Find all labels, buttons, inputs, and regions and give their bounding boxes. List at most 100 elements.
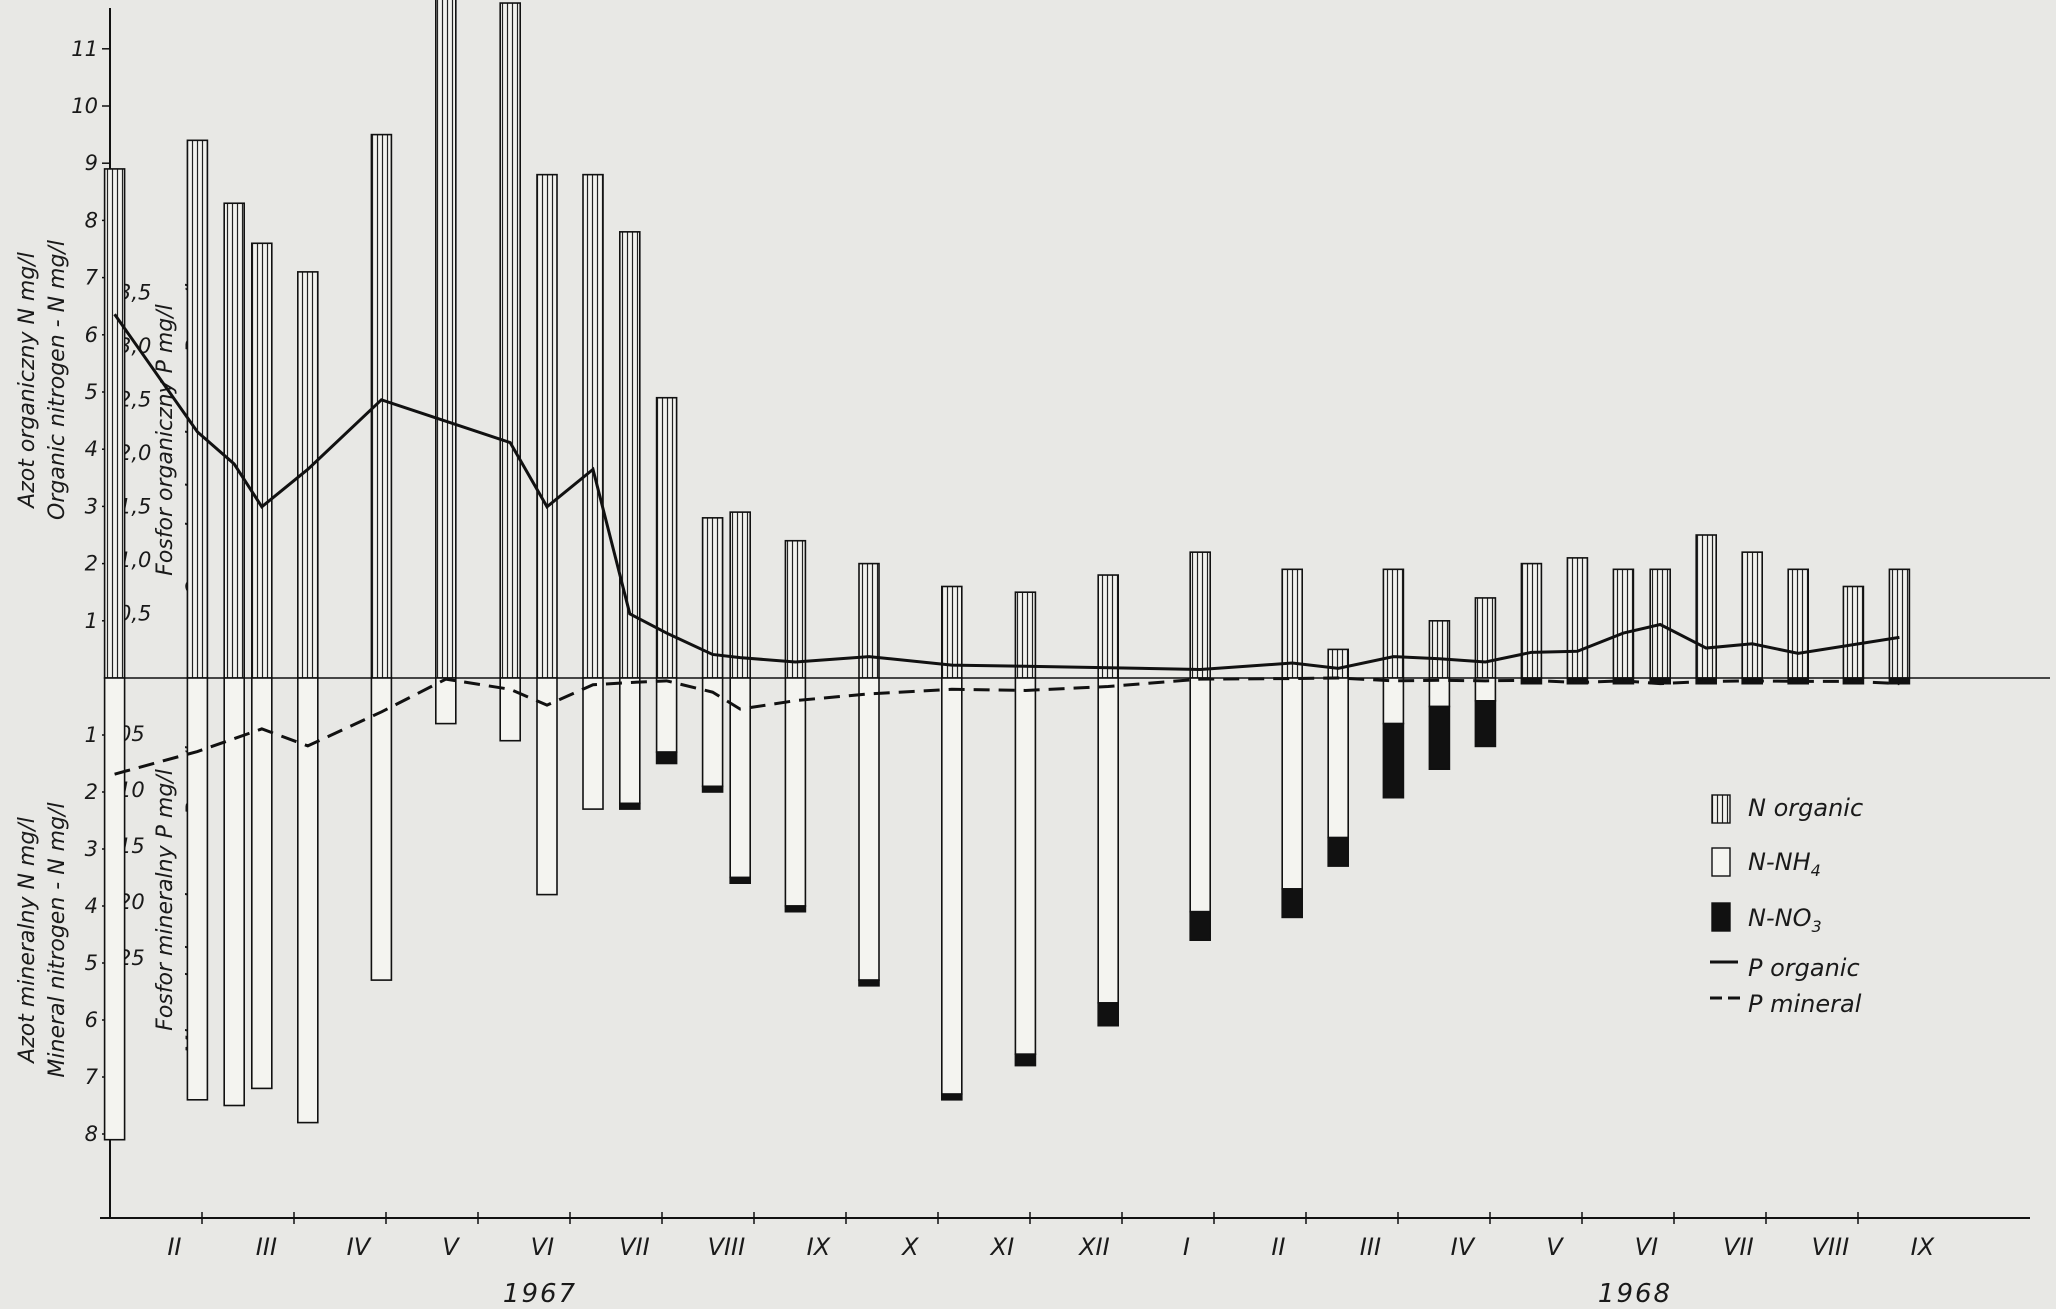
bar-n-organic xyxy=(784,539,807,679)
y-tick-label: 12 xyxy=(71,0,98,4)
bar-n-no3 xyxy=(1428,705,1451,771)
x-year-label: 1968 xyxy=(1598,1279,1672,1309)
x-month-label: II xyxy=(1271,1233,1285,1261)
bar-n-no3 xyxy=(1014,1053,1037,1067)
legend-label: P mineral xyxy=(1748,990,1862,1018)
y-tick-label: 3 xyxy=(85,494,98,518)
x-month-label: IX xyxy=(1911,1233,1935,1261)
x-month-label: I xyxy=(1183,1233,1190,1261)
legend-label: N-NH4 xyxy=(1748,848,1821,880)
y-tick-label: 6 xyxy=(85,1008,98,1032)
bar-n-organic xyxy=(223,202,245,679)
bar-n-nh4 xyxy=(1189,677,1211,913)
bar-n-no3 xyxy=(1888,677,1911,685)
y-axis-lower-nitrogen: 1 2 3 4 5 6 7 8 xyxy=(85,723,110,1146)
x-axis-months: II III IV V VI VII VIII IX X XI XII I II III IV V VI VII V… xyxy=(167,1212,1935,1309)
x-month-label: VI xyxy=(1635,1233,1659,1261)
y-tick-label: 6 xyxy=(85,323,98,347)
y-tick-label: 11 xyxy=(71,37,98,61)
bar-n-nh4 xyxy=(701,677,724,788)
x-month-label: III xyxy=(256,1233,277,1261)
bar-n-organic xyxy=(186,139,209,679)
y-tick-label: 4 xyxy=(85,437,98,461)
x-month-label: VIII xyxy=(1812,1233,1850,1261)
x-year-label: 1967 xyxy=(503,1279,577,1309)
y-axis-title-lower-phosphorus: Fosfor mineralny P mg/l xyxy=(153,769,178,1031)
x-month-label: IV xyxy=(347,1233,372,1261)
bar-n-nh4 xyxy=(1014,677,1037,1056)
bar-n-organic xyxy=(103,168,126,679)
y-tick-label: 7 xyxy=(85,266,99,290)
bar-n-organic xyxy=(1189,551,1211,679)
y-tick-label: 1 xyxy=(85,609,98,633)
x-month-label: XII xyxy=(1077,1233,1110,1261)
bar-n-organic xyxy=(1741,551,1763,679)
lines xyxy=(113,313,1900,776)
bar-n-nh4 xyxy=(784,677,807,907)
y-tick-label: 10 xyxy=(71,94,98,118)
bar-n-no3 xyxy=(1189,910,1211,942)
bar-n-no3 xyxy=(618,802,641,810)
bar-n-no3 xyxy=(1281,888,1303,919)
y-tick-label: 9 xyxy=(85,151,98,175)
bar-n-organic xyxy=(251,242,273,679)
x-month-label: IV xyxy=(1451,1233,1476,1261)
y-axis-title-lower-nitrogen: Mineral nitrogen - N mg/l xyxy=(45,802,70,1077)
y-axis-title-upper-nitrogen: Organic nitrogen - N mg/l xyxy=(45,240,70,520)
bar-n-nh4 xyxy=(1281,677,1303,890)
y-tick-label: 5 xyxy=(85,951,98,975)
bar-n-organic xyxy=(1566,557,1589,679)
legend-label: N organic xyxy=(1748,794,1863,822)
bar-n-nh4 xyxy=(582,677,604,810)
y-axis-title-upper-nitrogen: Azot organiczny N mg/l xyxy=(15,252,40,510)
y-tick-label: 1 xyxy=(85,723,98,747)
y-tick-label: 3 xyxy=(85,837,98,861)
y-tick-label: 2 xyxy=(85,552,98,576)
legend-label: P organic xyxy=(1748,954,1860,982)
bar-n-organic xyxy=(1888,568,1911,679)
bar-n-no3 xyxy=(940,1093,963,1101)
bar-n-no3 xyxy=(1382,722,1405,799)
legend-swatch-n-no3 xyxy=(1711,902,1731,932)
bar-n-no3 xyxy=(1097,1002,1119,1027)
x-month-label: VII xyxy=(619,1233,650,1261)
bar-n-nh4 xyxy=(1428,677,1451,708)
x-month-label: XI xyxy=(989,1233,1015,1261)
bar-n-no3 xyxy=(1474,699,1497,748)
y-tick-label: 8 xyxy=(85,1122,98,1146)
legend-label: N-NO3 xyxy=(1748,904,1822,936)
bar-n-organic xyxy=(1787,568,1809,679)
bar-n-nh4 xyxy=(296,677,319,1124)
legend-swatch-n-organic xyxy=(1711,794,1731,824)
x-month-label: IX xyxy=(807,1233,831,1261)
y-tick-label: 4 xyxy=(85,894,98,918)
bar-n-organic xyxy=(1097,574,1119,679)
x-month-label: VII xyxy=(1723,1233,1754,1261)
bar-n-nh4 xyxy=(536,677,558,896)
x-month-label: II xyxy=(167,1233,181,1261)
bars xyxy=(103,0,1911,1141)
y-tick-label: 2 xyxy=(85,780,98,804)
bar-n-nh4 xyxy=(1327,677,1349,839)
bar-n-organic xyxy=(434,0,457,679)
bar-n-nh4 xyxy=(186,677,209,1101)
y-axis-title-upper-phosphorus: Fosfor organiczny P mg/l xyxy=(153,304,178,576)
bar-n-organic xyxy=(729,511,752,679)
bar-n-no3 xyxy=(1327,836,1349,867)
bar-n-organic xyxy=(499,2,522,679)
y-tick-label: 7 xyxy=(85,1065,99,1089)
y-tick-label: 5 xyxy=(85,380,98,404)
bar-n-nh4 xyxy=(618,677,641,805)
bar-n-organic xyxy=(1327,648,1349,679)
series-line-p-organic xyxy=(113,313,1900,671)
x-month-label: VIII xyxy=(708,1233,746,1261)
bar-n-nh4 xyxy=(940,677,963,1095)
x-month-label: V xyxy=(1546,1233,1564,1261)
series-line-p-mineral xyxy=(114,676,1900,776)
bar-n-organic xyxy=(1520,562,1543,679)
x-month-label: VI xyxy=(531,1233,555,1261)
bar-n-organic xyxy=(1382,568,1405,679)
bar-n-nh4 xyxy=(858,677,880,981)
bar-n-organic xyxy=(1695,534,1717,679)
bar-n-no3 xyxy=(729,876,752,884)
